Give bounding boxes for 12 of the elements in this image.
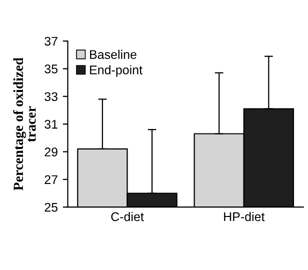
y-tick-label: 33 [44, 92, 58, 102]
y-tick-label: 31 [44, 120, 58, 129]
y-tick-label: 25 [44, 202, 58, 212]
y-tick-label: 27 [44, 175, 58, 184]
x-tick-label: HP-diet [224, 212, 265, 222]
y-tick-label: 35 [44, 64, 58, 74]
legend-label: End-point [90, 65, 142, 77]
y-axis-title: Percentage of oxidized tracer [13, 58, 36, 190]
legend-label: Baseline [90, 50, 136, 59]
x-tick-label: C-diet [111, 212, 144, 222]
y-tick-label: 29 [44, 148, 58, 156]
y-tick-label: 37 [44, 36, 58, 46]
